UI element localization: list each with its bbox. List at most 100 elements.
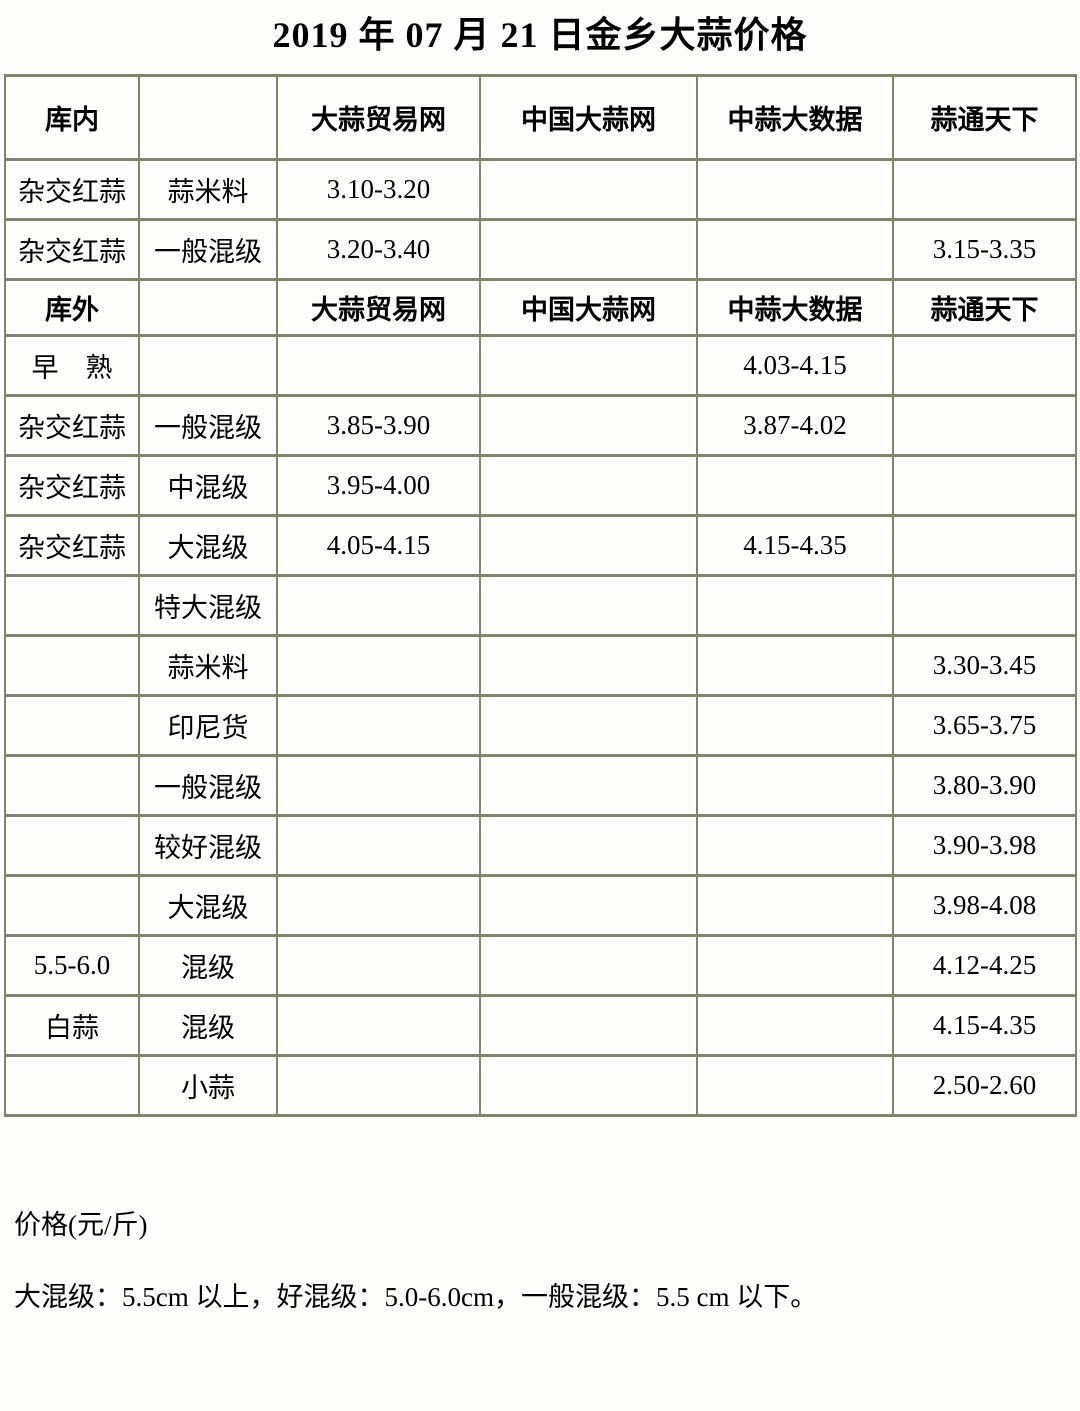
table-cell: 特大混级 [138,574,278,637]
table-cell: 蒜米料 [138,634,278,697]
table-cell [4,874,140,937]
table-cell: 3.98-4.08 [892,874,1077,937]
table-cell: 4.15-4.35 [696,514,894,577]
table-row: 5.5-6.0 混级 4.12-4.25 [4,934,1077,997]
table-cell: 3.20-3.40 [276,218,481,281]
table-row: 大混级 3.98-4.08 [4,874,1077,937]
table-cell: 一般混级 [138,218,278,281]
table-cell: 大混级 [138,514,278,577]
table-cell [276,694,481,757]
page-title: 2019 年 07 月 21 日金乡大蒜价格 [272,15,808,55]
table-cell: 3.65-3.75 [892,694,1077,757]
table-cell [4,574,140,637]
table-cell [4,694,140,757]
table-cell [479,334,698,397]
table-cell: 3.30-3.45 [892,634,1077,697]
table-row: 小蒜 2.50-2.60 [4,1054,1077,1117]
table-cell [479,574,698,637]
table-cell: 3.15-3.35 [892,218,1077,281]
table-cell [479,994,698,1057]
table-cell [479,814,698,877]
table-cell: 杂交红蒜 [4,514,140,577]
table-header-cell: 大蒜贸易网 [276,74,481,161]
footer-notes: 价格(元/斤) 大混级：5.5cm 以上，好混级：5.0-6.0cm，一般混级：… [14,1209,1080,1314]
table-row: 一般混级 3.80-3.90 [4,754,1077,817]
table-cell [892,158,1077,221]
table-cell [696,694,894,757]
table-cell [276,574,481,637]
table-cell [276,1054,481,1117]
table-cell: 5.5-6.0 [4,934,140,997]
table-section-header-row: 库内 大蒜贸易网 中国大蒜网 中蒜大数据 蒜通天下 [4,74,1077,161]
table-row: 杂交红蒜 蒜米料 3.10-3.20 [4,158,1077,221]
page: 2019 年 07 月 21 日金乡大蒜价格 库内 大蒜贸易网 中国大蒜网 中蒜大数据… [4,15,1080,1314]
table-cell [276,814,481,877]
table-cell [479,694,698,757]
grade-definition-note: 大混级：5.5cm 以上，好混级：5.0-6.0cm，一般混级：5.5 cm 以… [14,1282,818,1313]
table-cell: 3.85-3.90 [276,394,481,457]
price-table-body: 库内 大蒜贸易网 中国大蒜网 中蒜大数据 蒜通天下 杂交红蒜 蒜米料 3.10-3.20 杂交红… [4,74,1077,1117]
table-cell: 中混级 [138,454,278,517]
table-cell [892,334,1077,397]
table-row: 杂交红蒜 一般混级 3.85-3.90 3.87-4.02 [4,394,1077,457]
table-cell: 大混级 [138,874,278,937]
table-cell: 2.50-2.60 [892,1054,1077,1117]
table-cell [696,1054,894,1117]
table-header-cell [138,278,278,337]
table-cell [696,634,894,697]
table-cell [696,814,894,877]
table-section-header-row: 库外 大蒜贸易网 中国大蒜网 中蒜大数据 蒜通天下 [4,278,1077,337]
table-cell [696,574,894,637]
table-cell: 杂交红蒜 [4,454,140,517]
table-header-cell: 蒜通天下 [892,278,1077,337]
table-cell [479,158,698,221]
table-row: 白蒜 混级 4.15-4.35 [4,994,1077,1057]
table-cell [696,934,894,997]
table-header-cell: 大蒜贸易网 [276,278,481,337]
table-row: 蒜米料 3.30-3.45 [4,634,1077,697]
table-cell [276,934,481,997]
table-cell: 混级 [138,934,278,997]
table-cell: 一般混级 [138,394,278,457]
table-cell [892,454,1077,517]
table-cell: 早 熟 [4,334,140,397]
table-cell [479,634,698,697]
table-cell: 一般混级 [138,754,278,817]
table-cell: 小蒜 [138,1054,278,1117]
table-header-cell: 中国大蒜网 [479,278,698,337]
table-cell: 白蒜 [4,994,140,1057]
table-cell: 4.05-4.15 [276,514,481,577]
table-cell: 较好混级 [138,814,278,877]
table-header-cell: 中国大蒜网 [479,74,698,161]
table-cell: 蒜米料 [138,158,278,221]
table-cell [4,1054,140,1117]
table-cell: 杂交红蒜 [4,394,140,457]
table-header-cell: 库外 [4,278,140,337]
table-cell [479,1054,698,1117]
table-header-cell: 蒜通天下 [892,74,1077,161]
table-cell: 印尼货 [138,694,278,757]
table-row: 杂交红蒜 中混级 3.95-4.00 [4,454,1077,517]
table-row: 较好混级 3.90-3.98 [4,814,1077,877]
table-cell [892,394,1077,457]
table-cell [479,934,698,997]
table-cell: 混级 [138,994,278,1057]
table-cell [276,634,481,697]
table-cell [479,454,698,517]
table-cell: 3.90-3.98 [892,814,1077,877]
garlic-price-table: 库内 大蒜贸易网 中国大蒜网 中蒜大数据 蒜通天下 杂交红蒜 蒜米料 3.10-3.20 杂交红… [4,74,1077,1117]
table-cell [696,454,894,517]
table-cell [276,994,481,1057]
table-cell [4,634,140,697]
table-cell [276,754,481,817]
table-row: 杂交红蒜 一般混级 3.20-3.40 3.15-3.35 [4,218,1077,281]
table-cell: 3.87-4.02 [696,394,894,457]
table-header-cell: 库内 [4,74,140,161]
table-header-cell [138,74,278,161]
table-cell [892,574,1077,637]
table-cell: 杂交红蒜 [4,158,140,221]
table-row: 特大混级 [4,574,1077,637]
table-cell: 杂交红蒜 [4,218,140,281]
table-cell: 4.12-4.25 [892,934,1077,997]
table-row: 杂交红蒜 大混级 4.05-4.15 4.15-4.35 [4,514,1077,577]
